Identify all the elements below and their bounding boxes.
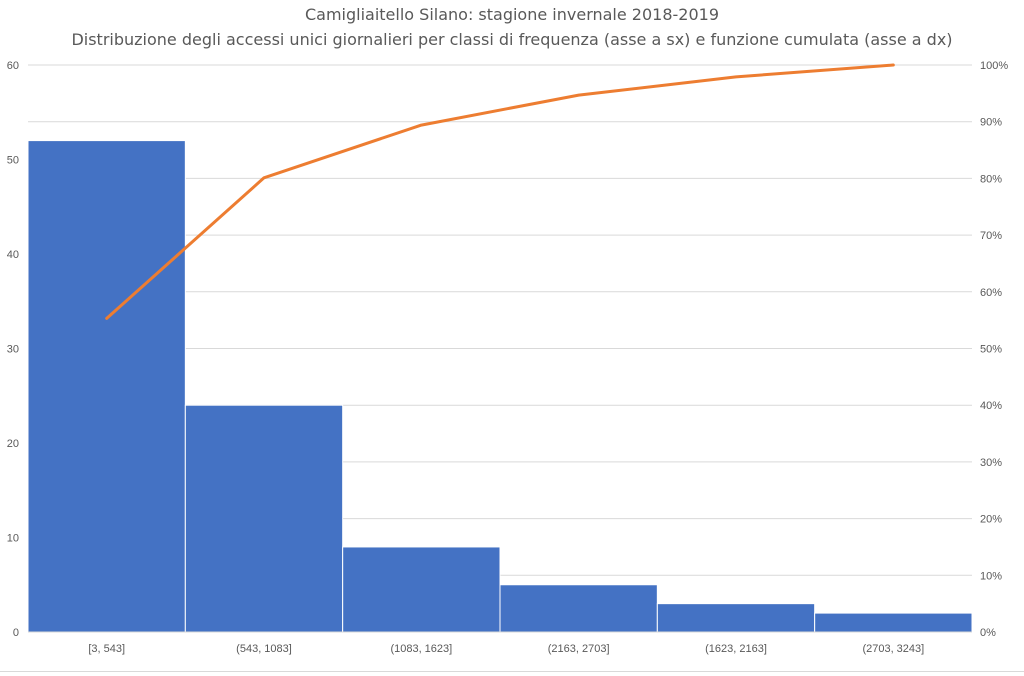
y-right-tick-label: 10% (980, 570, 1002, 582)
histogram-bar (499, 584, 658, 633)
y-right-tick-label: 30% (980, 457, 1002, 469)
histogram-bar (342, 546, 501, 633)
histogram-bar (656, 603, 816, 633)
x-tick-label: (1623, 2163] (705, 643, 767, 655)
cumulative-line (105, 63, 895, 320)
y-right-tick-label: 100% (980, 60, 1008, 72)
x-tick-label: [3, 543] (88, 643, 125, 655)
y-left-tick-label: 50 (7, 155, 19, 167)
y-right-tick-label: 80% (980, 173, 1002, 185)
histogram-bar (27, 140, 186, 633)
y-left-tick-label: 10 (7, 533, 19, 545)
y-right-tick-label: 0% (980, 627, 996, 639)
bottom-divider (0, 671, 1024, 672)
x-tick-label: (543, 1083] (236, 643, 292, 655)
chart-subtitle: Distribuzione degli accessi unici giorna… (71, 30, 953, 49)
chart-title: Camigliaitello Silano: stagione invernal… (304, 5, 720, 24)
y-left-tick-label: 20 (7, 438, 19, 450)
histogram-bar (184, 404, 344, 633)
x-tick-label: (2703, 3243] (862, 643, 924, 655)
y-right-tick-label: 40% (980, 400, 1002, 412)
y-right-tick-label: 20% (980, 514, 1002, 526)
y-right-tick-label: 90% (980, 117, 1002, 129)
y-left-tick-label: 0 (13, 627, 19, 639)
x-tick-label: (1083, 1623] (390, 643, 452, 655)
y-right-tick-label: 50% (980, 344, 1002, 356)
y-right-tick-label: 70% (980, 230, 1002, 242)
y-right-tick-label: 60% (980, 287, 1002, 299)
y-left-tick-label: 40 (7, 249, 19, 261)
y-left-tick-label: 60 (7, 60, 19, 72)
y-left-tick-label: 30 (7, 344, 19, 356)
histogram-bar (814, 612, 973, 633)
x-tick-label: (2163, 2703] (548, 643, 610, 655)
